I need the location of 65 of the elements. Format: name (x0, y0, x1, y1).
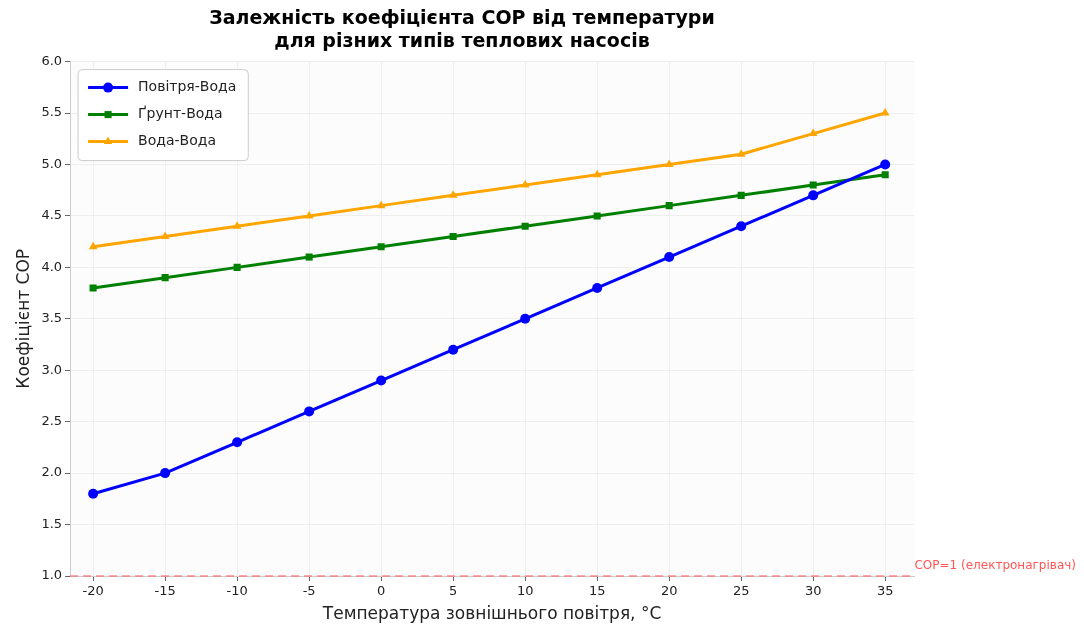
y-tick-label: 5.5 (41, 104, 63, 120)
point (520, 313, 531, 324)
point (376, 200, 386, 209)
point (449, 232, 457, 241)
x-tick-label: 35 (876, 583, 894, 599)
point (161, 274, 169, 282)
x-tick-label: 20 (660, 583, 678, 599)
y-tick-label: 5.0 (41, 155, 63, 171)
point (808, 190, 819, 201)
x-tick-label: 30 (804, 583, 822, 599)
ref-line-label: COP=1 (електронагрівач) (914, 558, 1076, 573)
point (305, 253, 313, 261)
x-tick-label: 5 (449, 583, 458, 599)
point (592, 169, 602, 178)
y-tick-label: 3.5 (41, 310, 63, 326)
point (520, 180, 530, 188)
y-tick-label: 4.5 (41, 207, 63, 223)
y-tick-label: 3.0 (41, 361, 63, 377)
point (664, 252, 675, 263)
point (664, 159, 674, 167)
y-tick-label: 1.0 (41, 567, 63, 583)
x-tick-label: 15 (588, 583, 606, 599)
point (521, 222, 529, 230)
point (160, 468, 171, 479)
point (881, 171, 889, 179)
point (377, 243, 385, 251)
y-axis-title: Коефіцієнт COP (12, 248, 33, 389)
point (737, 191, 745, 199)
x-tick-label: -20 (82, 583, 104, 599)
point (448, 344, 459, 355)
point (592, 282, 603, 293)
y-tick-label: 1.5 (41, 515, 63, 531)
point (880, 159, 891, 170)
point (665, 202, 673, 210)
y-tick-label: 6.0 (41, 52, 63, 68)
point (88, 241, 98, 250)
point (593, 212, 601, 220)
x-tick-label: -10 (226, 583, 248, 599)
point (736, 149, 746, 157)
point (232, 437, 243, 448)
point (736, 221, 747, 232)
x-tick-label: 10 (516, 583, 534, 599)
point (88, 488, 99, 499)
legend-label: Ґрунт-Вода (138, 105, 223, 122)
point (160, 231, 170, 239)
point (89, 284, 97, 292)
y-tick-label: 2.5 (41, 413, 63, 429)
x-axis-title: Температура зовнішнього повітря, °C (321, 603, 662, 624)
x-tick-label: 0 (377, 583, 386, 599)
legend-label: Повітря-Вода (138, 78, 237, 95)
x-tick-label: -5 (302, 583, 316, 599)
y-tick-label: 4.0 (41, 258, 63, 274)
point (304, 406, 315, 417)
point (880, 108, 890, 116)
x-tick-label: -15 (154, 583, 176, 599)
legend-label: Вода-Вода (138, 132, 216, 149)
y-tick-label: 2.0 (41, 464, 63, 480)
chart-title: Залежність коефіцієнта COP від температури для різних типів теплових насосів (209, 6, 715, 52)
point (376, 375, 387, 386)
point (233, 263, 241, 271)
x-tick-label: 25 (732, 583, 750, 599)
point (809, 181, 817, 189)
point (448, 190, 458, 198)
point (232, 221, 242, 229)
point (304, 210, 314, 219)
